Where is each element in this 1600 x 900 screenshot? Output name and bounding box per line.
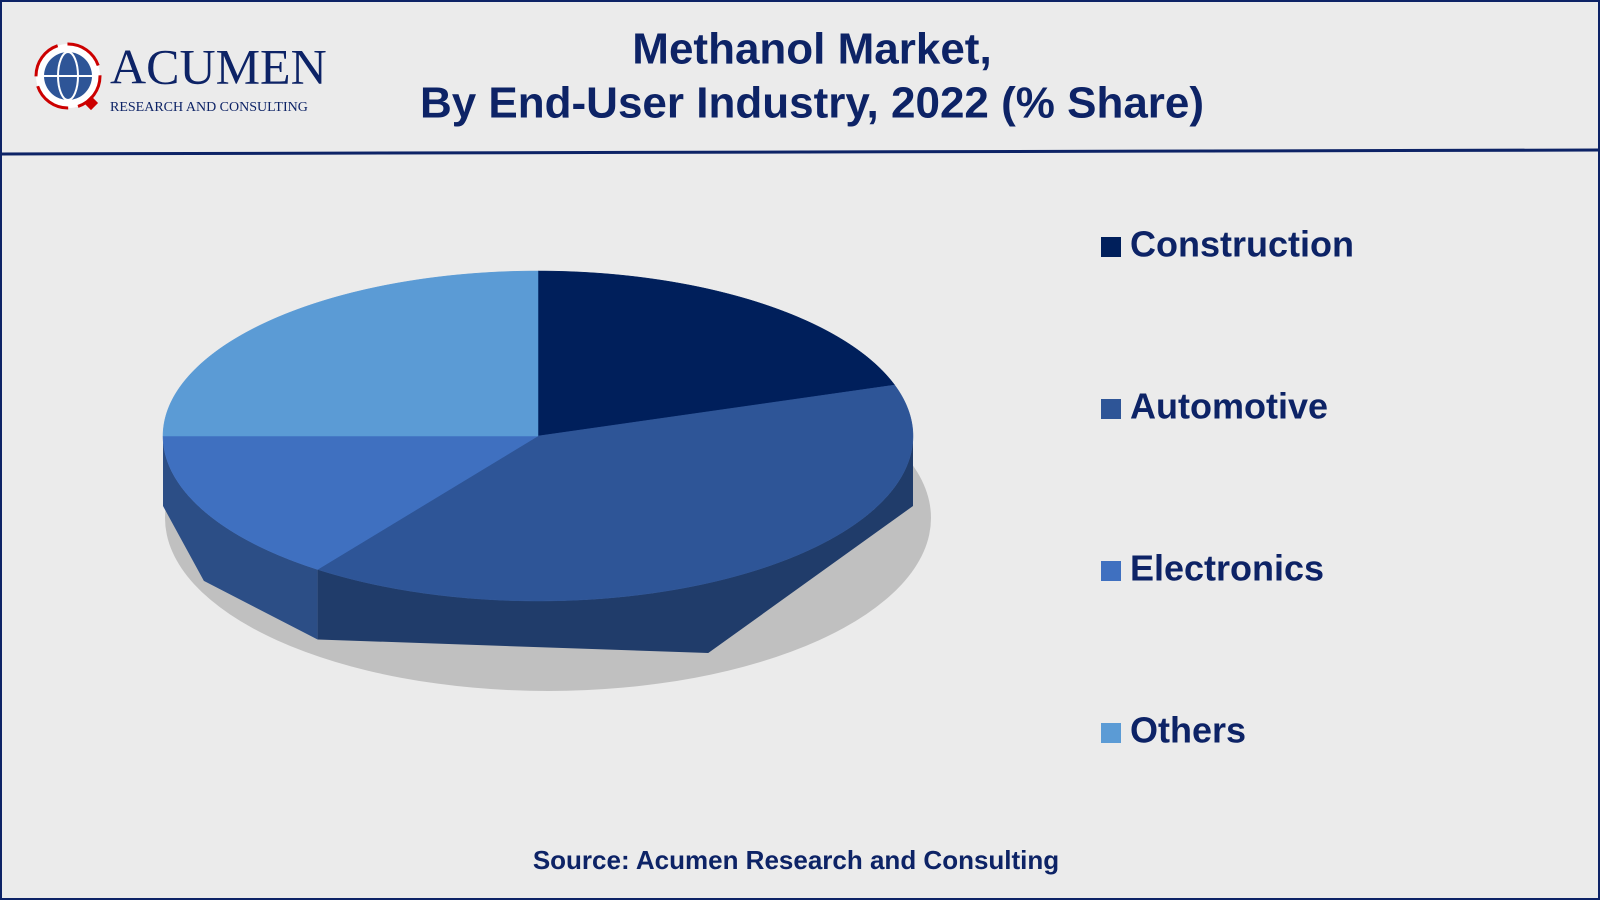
legend-swatch [1101, 399, 1121, 419]
legend-swatch [1101, 561, 1121, 581]
source: Source: Acumen Research and Consulting [533, 845, 1059, 875]
slice-side [163, 436, 318, 640]
pie [162, 270, 931, 691]
legend-label: Automotive [1130, 386, 1328, 427]
legend-swatch [1101, 237, 1121, 257]
logo-tagline: RESEARCH AND CONSULTING [110, 100, 308, 115]
legend-label: Electronics [1130, 548, 1324, 589]
legend: Construction Automotive Electronics Others [1101, 224, 1354, 751]
logo: ACUMEN RESEARCH AND CONSULTING [34, 38, 327, 115]
legend-label: Construction [1130, 224, 1354, 265]
logo-name: ACUMEN [110, 38, 327, 94]
legend-label: Others [1130, 710, 1246, 751]
chart-title: By End-User Industry, 2022 (% Share) [420, 79, 1204, 128]
slice [316, 384, 914, 602]
header-rule [0, 148, 1600, 156]
chart-title: Methanol Market, [632, 25, 991, 74]
slice [162, 435, 539, 570]
slice [537, 270, 896, 437]
legend-swatch [1101, 723, 1121, 743]
slice-side [317, 436, 914, 654]
slice [162, 270, 539, 437]
